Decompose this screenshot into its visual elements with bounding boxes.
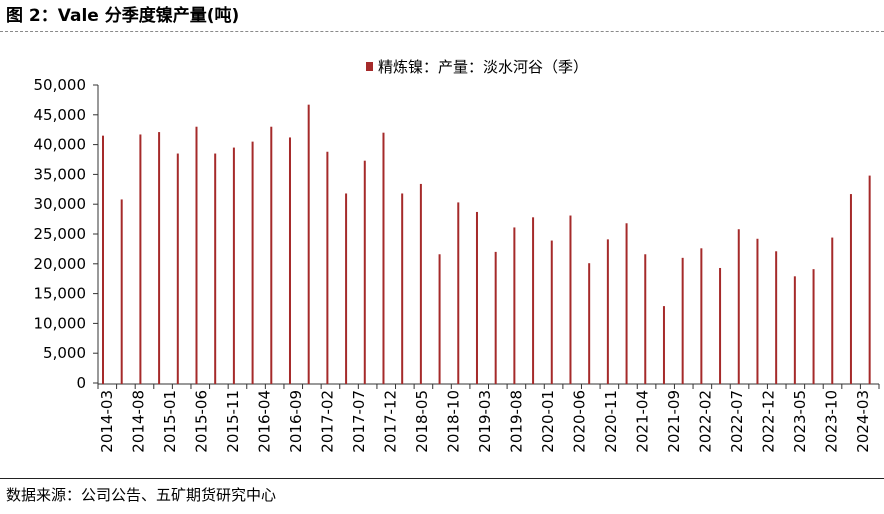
data-source: 数据来源：公司公告、五矿期货研究中心: [6, 486, 277, 504]
x-tick-label: 2017-07: [350, 390, 368, 453]
x-tick-label: 2021-09: [665, 390, 683, 453]
bar: [401, 193, 404, 384]
x-tick-label: 2017-02: [319, 390, 337, 453]
x-tick-label: 2017-12: [382, 390, 400, 453]
bar: [232, 147, 235, 384]
bar: [307, 104, 310, 384]
bar: [662, 306, 665, 384]
y-tick-label: 40,000: [34, 136, 87, 154]
bar: [588, 263, 591, 384]
legend-swatch: [366, 62, 373, 71]
x-tick-label: 2014-03: [98, 390, 116, 453]
y-tick-label: 25,000: [34, 225, 87, 243]
bar: [345, 193, 348, 384]
bar: [719, 267, 722, 384]
source-divider: [0, 478, 884, 479]
y-tick-label: 10,000: [34, 314, 87, 332]
x-tick-label: 2023-05: [791, 390, 809, 453]
x-tick-label: 2014-08: [130, 390, 148, 453]
x-tick-label: 2018-10: [445, 390, 463, 453]
x-tick-label: 2019-08: [508, 390, 526, 453]
bar: [288, 137, 291, 384]
bar: [849, 194, 852, 384]
x-tick-label: 2022-12: [760, 390, 778, 453]
y-tick-label: 15,000: [34, 285, 87, 303]
y-tick-label: 30,000: [34, 195, 87, 213]
y-tick-label: 20,000: [34, 255, 87, 273]
bar: [606, 239, 609, 384]
bar: [326, 151, 329, 384]
bar: [457, 202, 460, 384]
x-tick-label: 2024-03: [854, 390, 872, 453]
bar-chart: 0 5,000 10,000 15,000 20,000 25,000 30,000 35,0…: [34, 58, 880, 453]
x-tick-label: 2016-09: [287, 390, 305, 453]
bar: [513, 227, 516, 384]
y-tick-label: 45,000: [34, 106, 87, 124]
bar: [475, 211, 478, 384]
x-tick-label: 2015-11: [224, 390, 242, 453]
x-tick-label: 2019-03: [476, 390, 494, 453]
x-tick-label: 2022-02: [697, 390, 715, 453]
x-tick-label: 2020-11: [602, 390, 620, 453]
bar: [812, 269, 815, 384]
x-tick-label: 2022-07: [728, 390, 746, 453]
bar: [700, 248, 703, 384]
bar: [494, 251, 497, 384]
y-tick-label: 0: [76, 374, 86, 392]
legend-label: 精炼镍：产量：淡水河谷（季）: [378, 58, 588, 76]
bar: [681, 257, 684, 384]
bar: [382, 132, 385, 384]
bar: [550, 240, 553, 384]
x-tick-label: 2018-05: [413, 390, 431, 453]
bar: [158, 132, 161, 384]
bar: [831, 237, 834, 384]
bar: [756, 238, 759, 384]
bar: [737, 229, 740, 384]
bar: [102, 135, 104, 384]
bar: [195, 126, 198, 384]
bar: [251, 141, 254, 384]
figure-title: 图 2：Vale 分季度镍产量(吨): [6, 6, 240, 26]
x-tick-label: 2015-06: [193, 390, 211, 453]
bar: [569, 215, 572, 384]
y-tick-label: 50,000: [34, 76, 87, 94]
bar: [363, 160, 366, 384]
bar: [438, 254, 441, 384]
bar: [214, 153, 217, 384]
x-tick-label: 2015-01: [161, 390, 179, 453]
x-tick-label: 2021-04: [634, 390, 652, 453]
y-tick-label: 35,000: [34, 165, 87, 183]
bar: [644, 254, 647, 384]
bar: [139, 134, 142, 384]
bar: [775, 251, 778, 384]
x-tick-label: 2023-10: [823, 390, 841, 453]
bar: [625, 223, 628, 384]
bar: [176, 153, 179, 384]
title-divider: [0, 31, 884, 32]
bar: [868, 175, 871, 384]
bar: [793, 276, 796, 384]
bar: [532, 217, 535, 384]
x-tick-label: 2020-06: [571, 390, 589, 453]
bar: [120, 199, 123, 384]
x-tick-label: 2016-04: [256, 390, 274, 453]
y-tick-label: 5,000: [43, 344, 86, 362]
bar: [270, 126, 273, 384]
bar: [419, 183, 422, 384]
x-tick-label: 2020-01: [539, 390, 557, 453]
